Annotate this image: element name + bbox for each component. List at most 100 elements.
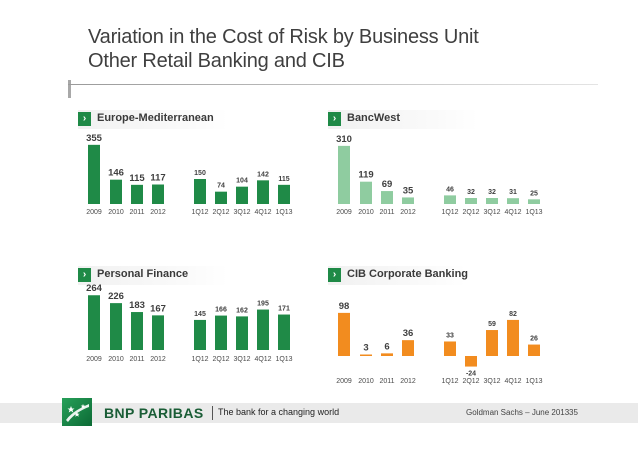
bar-3Q12	[236, 316, 248, 350]
data-label-2Q12: -24	[466, 371, 476, 378]
data-label-1Q12: 46	[446, 186, 454, 193]
data-label-3Q12: 104	[236, 178, 248, 185]
bar-2009	[338, 145, 350, 204]
data-label-1Q12: 33	[446, 332, 454, 339]
bar-2012	[152, 184, 164, 204]
data-label-1Q13: 25	[530, 190, 538, 197]
stars-logo-icon	[62, 398, 92, 426]
bar-2Q12	[465, 356, 477, 367]
panel-header: › Europe-Mediterranean	[78, 110, 228, 129]
data-label-1Q12: 145	[194, 311, 206, 318]
bar-1Q13	[528, 344, 540, 356]
tick-label-1Q12: 1Q12	[191, 356, 208, 363]
data-label-2010: 119	[358, 170, 373, 181]
footer-band	[0, 403, 638, 423]
bar-2Q12	[215, 191, 227, 204]
bar-4Q12	[507, 198, 519, 204]
data-label-2012: 35	[403, 185, 414, 196]
bar-1Q12	[444, 195, 456, 204]
tick-label-2012: 2012	[400, 378, 416, 385]
data-label-2Q12: 32	[467, 189, 475, 196]
bar-2012	[402, 197, 414, 204]
tick-label-2012: 2012	[400, 209, 416, 216]
tick-label-2010: 2010	[108, 356, 124, 363]
data-label-2012: 167	[150, 303, 166, 314]
data-label-2011: 115	[129, 173, 145, 184]
panel-title: CIB Corporate Banking	[347, 268, 469, 280]
tick-label-2011: 2011	[379, 209, 394, 216]
tick-label-1Q12: 1Q12	[191, 209, 208, 216]
tick-label-2Q12: 2Q12	[212, 356, 229, 363]
tick-label-2009: 2009	[336, 378, 352, 385]
tick-label-4Q12: 4Q12	[254, 356, 271, 363]
bar-2010	[110, 303, 122, 350]
tick-label-2Q12: 2Q12	[212, 209, 229, 216]
data-label-2010: 146	[108, 168, 124, 179]
tick-label-2010: 2010	[108, 209, 124, 216]
bar-2Q12	[215, 315, 227, 350]
panel-title: BancWest	[347, 112, 400, 124]
data-label-1Q13: 26	[530, 336, 538, 343]
data-label-1Q13: 171	[278, 306, 290, 313]
data-label-4Q12: 195	[257, 301, 269, 308]
bar-2011	[381, 353, 393, 356]
data-label-4Q12: 142	[257, 171, 269, 178]
panel-bancwest: › BancWest 310 119 69 35 46 32 32 31 25 2009 2010 2…	[328, 110, 558, 220]
tick-label-3Q12: 3Q12	[483, 209, 500, 216]
bar-1Q12	[194, 319, 206, 350]
panel-title: Personal Finance	[97, 268, 189, 280]
brand-separator	[212, 406, 213, 420]
tick-label-3Q12: 3Q12	[483, 378, 500, 385]
title-accent-bar	[68, 80, 71, 98]
bar-2010	[110, 179, 122, 204]
tick-label-2010: 2010	[358, 209, 374, 216]
tick-label-1Q13: 1Q13	[275, 356, 292, 363]
bar-1Q12	[444, 341, 456, 356]
tick-label-2Q12: 2Q12	[462, 209, 479, 216]
footer: BNP PARIBAS The bank for a changing worl…	[0, 396, 638, 426]
data-label-2009: 98	[339, 301, 350, 312]
panel-header: › CIB Corporate Banking	[328, 266, 469, 285]
slide-title-block: Variation in the Cost of Risk by Busines…	[0, 0, 638, 100]
bar-3Q12	[486, 198, 498, 204]
bar-1Q12	[194, 179, 206, 204]
bar-2Q12	[465, 198, 477, 204]
tick-label-3Q12: 3Q12	[233, 209, 250, 216]
tick-label-1Q13: 1Q13	[525, 209, 542, 216]
tick-label-2009: 2009	[86, 209, 102, 216]
panel-title: Europe-Mediterranean	[97, 112, 214, 124]
page-number: 35	[569, 408, 578, 417]
tick-label-4Q12: 4Q12	[504, 378, 521, 385]
bar-2012	[402, 340, 414, 356]
bar-2009	[88, 295, 100, 350]
panel-header: › BancWest	[328, 110, 478, 129]
data-label-2009: 355	[86, 133, 103, 144]
chevron-right-icon: ›	[78, 112, 91, 126]
tick-label-1Q13: 1Q13	[275, 209, 292, 216]
bar-4Q12	[257, 309, 269, 350]
data-label-2011: 69	[382, 179, 393, 190]
panel-cib-corporate-banking: › CIB Corporate Banking 98 3 6 36 33 -24 59 82 2…	[328, 266, 558, 390]
tick-label-2011: 2011	[129, 209, 144, 216]
chevron-right-icon: ›	[328, 112, 341, 126]
bar-3Q12	[236, 186, 248, 204]
bar-2011	[131, 312, 143, 350]
bar-2011	[131, 184, 143, 204]
brand-name: BNP PARIBAS	[104, 405, 204, 421]
data-label-2012: 117	[150, 173, 165, 184]
data-label-2010: 3	[363, 343, 368, 354]
panel-header: › Personal Finance	[78, 266, 228, 285]
panel-personal-finance: › Personal Finance 264 226 183 167 145 166 162…	[78, 266, 308, 376]
data-label-2011: 183	[129, 300, 145, 311]
chart-europe-mediterranean: 355 146 115 117 150 74 104 142 115 2009 2010 2011 20…	[86, 133, 293, 216]
bar-2009	[338, 312, 350, 356]
bar-1Q13	[278, 314, 290, 350]
data-label-1Q12: 150	[194, 170, 206, 177]
tick-label-2009: 2009	[86, 356, 102, 363]
chevron-right-icon: ›	[328, 268, 341, 282]
tick-label-1Q13: 1Q13	[525, 378, 542, 385]
title-divider	[68, 84, 598, 85]
data-label-2010: 226	[108, 291, 124, 302]
data-label-2Q12: 74	[217, 183, 225, 190]
